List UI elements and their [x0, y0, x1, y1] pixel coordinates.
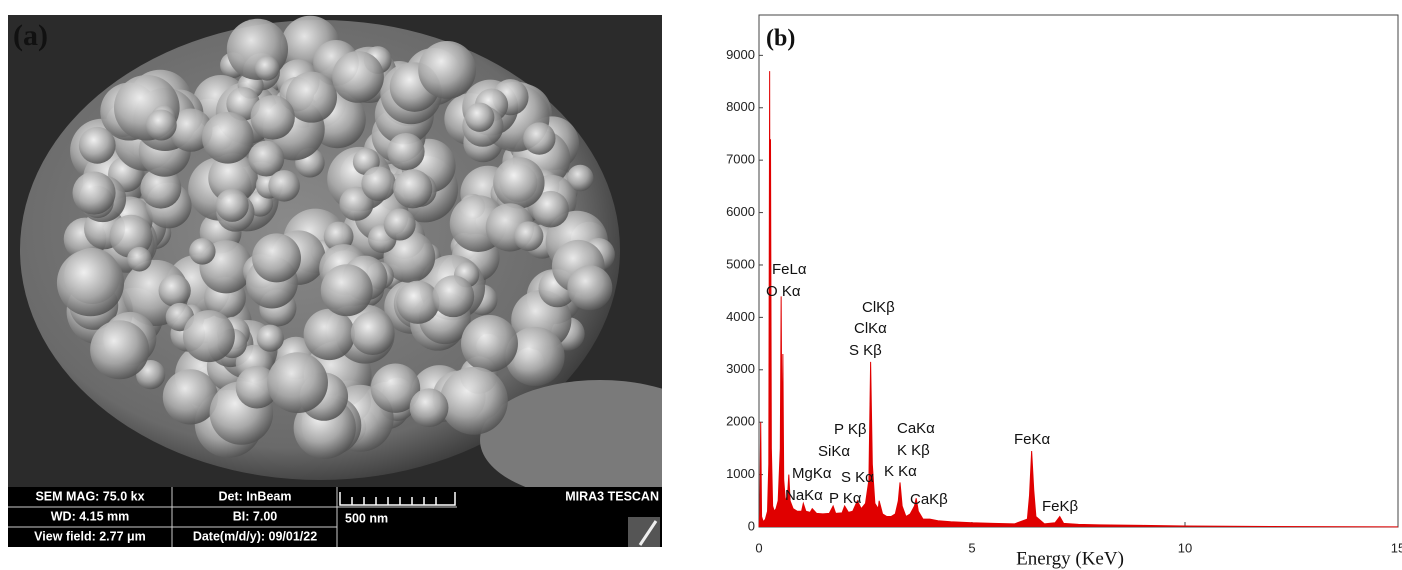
info-text: SEM MAG: 75.0 kx [35, 489, 144, 503]
eds-chart: (b) Energy (KeV) 0 1000 2000 3000 4000 5000 60… [726, 15, 1402, 569]
sem-grain [432, 275, 474, 317]
x-axis-label: Energy (KeV) [1016, 548, 1124, 569]
sem-grain [304, 309, 355, 360]
sem-grain [252, 233, 301, 282]
peak-label: FeLα [772, 261, 807, 278]
sem-grain [461, 315, 518, 372]
info-text: Date(m/d/y): 09/01/22 [193, 529, 317, 543]
y-tick-label: 8000 [726, 99, 755, 114]
y-tick-label: 4000 [726, 309, 755, 324]
peak-label: CaKα [897, 420, 935, 437]
sem-grain [250, 95, 294, 139]
peak-label: K Kα [884, 463, 917, 480]
plot-frame [759, 15, 1398, 527]
x-tick-label: 0 [755, 540, 762, 555]
sem-grain [396, 281, 439, 324]
sem-grain [216, 189, 249, 222]
info-text: MIRA3 TESCAN [565, 489, 659, 503]
sem-grain [393, 169, 432, 208]
figure: (a) SEM MAG: 75.0 kx Det: InBeam MIRA3 T… [0, 0, 1402, 570]
sem-grain [163, 369, 218, 424]
sem-grain [159, 275, 191, 307]
info-text: WD: 4.15 mm [51, 509, 130, 523]
info-text: BI: 7.00 [233, 509, 278, 523]
sem-grain [418, 41, 476, 99]
info-text: Det: InBeam [219, 489, 292, 503]
sem-grain [523, 122, 555, 154]
sem-grain [127, 247, 152, 272]
peak-label: ClKβ [862, 299, 895, 316]
y-tick-label: 5000 [726, 256, 755, 271]
y-tick-label: 9000 [726, 47, 755, 62]
sem-grain [567, 265, 612, 310]
y-tick-label: 2000 [726, 414, 755, 429]
y-tick-label: 3000 [726, 361, 755, 376]
sem-grain [321, 264, 373, 316]
page: (a) SEM MAG: 75.0 kx Det: InBeam MIRA3 T… [0, 0, 1402, 570]
sem-grain [440, 367, 508, 435]
info-text: 500 nm [345, 511, 388, 525]
peak-label: NaKα [785, 487, 823, 504]
sem-grain [267, 352, 328, 413]
sem-grain [57, 249, 124, 316]
sem-grain [255, 56, 279, 80]
panel-label: (b) [766, 26, 795, 52]
x-tick-label: 10 [1178, 540, 1192, 555]
sem-grain [202, 112, 254, 164]
info-text: View field: 2.77 μm [34, 529, 146, 543]
peak-label: FeKβ [1042, 498, 1079, 515]
sem-grain [332, 51, 384, 103]
sem-grain [90, 320, 149, 379]
sem-info-bar: SEM MAG: 75.0 kx Det: InBeam MIRA3 TESCA… [8, 487, 662, 547]
peak-label: P Kα [829, 490, 862, 507]
sem-grain [493, 157, 544, 208]
peak-label: K Kβ [897, 442, 930, 459]
sem-grain [257, 325, 284, 352]
peak-label: CaKβ [910, 491, 948, 508]
sem-grain [351, 311, 395, 355]
peak-label: SiKα [818, 443, 850, 460]
panel-label: (a) [13, 19, 48, 52]
sem-grain [514, 221, 544, 251]
peak-label: S Kα [841, 469, 874, 486]
sem-grain [72, 171, 115, 214]
sem-grain [465, 103, 494, 132]
sem-grain [384, 209, 416, 241]
peak-label: S Kβ [849, 342, 882, 359]
x-tick-label: 15 [1391, 540, 1402, 555]
peak-label: O Kα [766, 283, 801, 300]
y-tick-label: 1000 [726, 466, 755, 481]
y-tick-label: 0 [748, 518, 755, 533]
sem-grain [183, 310, 235, 362]
sem-grain [361, 166, 396, 201]
y-tick-label: 7000 [726, 152, 755, 167]
peak-label: ClKα [854, 320, 887, 337]
peak-label: P Kβ [834, 421, 867, 438]
peak-label: FeKα [1014, 431, 1051, 448]
sem-grain [79, 127, 116, 164]
sem-grain [410, 388, 449, 427]
sem-grain [189, 238, 215, 264]
sem-grain [268, 170, 300, 202]
x-tick-label: 5 [968, 540, 975, 555]
spectrum [759, 71, 1398, 527]
y-tick-label: 6000 [726, 204, 755, 219]
sem-grain [387, 133, 424, 170]
sem-grain [146, 109, 177, 140]
sem-image: (a) [8, 15, 720, 500]
peak-label: MgKα [792, 465, 832, 482]
